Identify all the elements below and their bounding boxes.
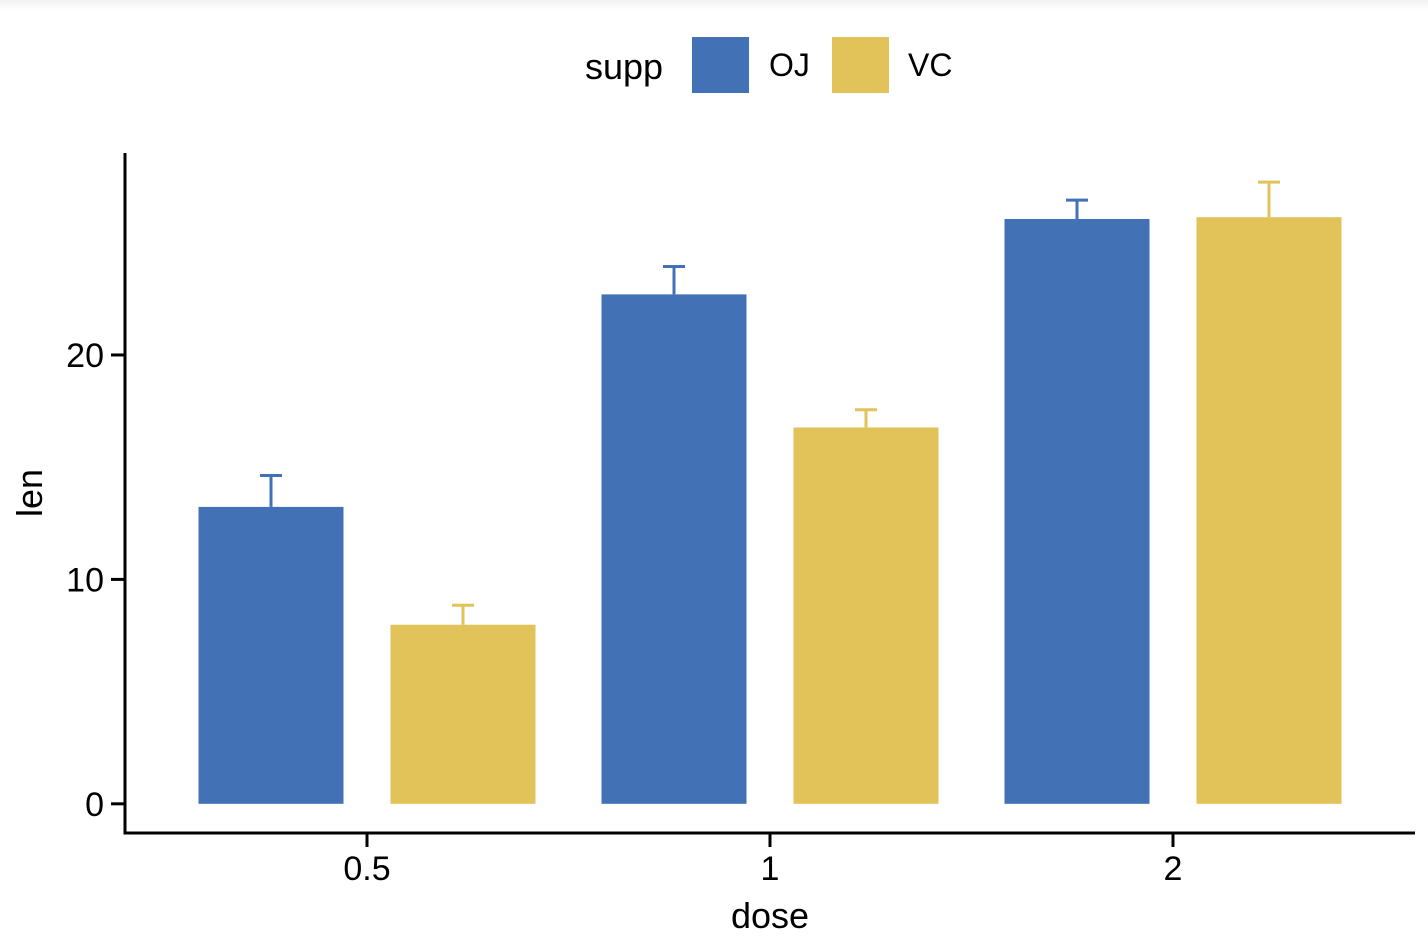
legend-swatch-vc [832, 37, 889, 93]
errorbars-layer [260, 180, 1280, 625]
legend-label-vc: VC [908, 47, 952, 83]
legend-label-oj: OJ [769, 47, 810, 83]
y-ticks: 0 10 20 [66, 337, 125, 824]
bars-layer [198, 217, 1342, 804]
bar-oj-0.5 [198, 506, 344, 804]
errorbar-vc-2 [1258, 180, 1280, 218]
errorbar-vc-0.5 [452, 603, 474, 625]
bar-vc-2 [1196, 217, 1342, 804]
bar-oj-2 [1004, 218, 1150, 804]
errorbar-vc-1 [855, 408, 877, 428]
bar-vc-0.5 [390, 624, 536, 804]
y-tick-label-20: 20 [66, 337, 104, 375]
legend-title: supp [585, 46, 663, 87]
y-tick-label-0: 0 [85, 786, 104, 824]
y-axis-title: len [9, 469, 50, 517]
x-ticks: 0.5 1 2 [343, 833, 1182, 888]
bar-oj-1 [601, 294, 747, 804]
errorbar-oj-0.5 [260, 473, 282, 507]
x-tick-label-0.5: 0.5 [343, 850, 390, 888]
x-tick-label-2: 2 [1164, 850, 1183, 888]
y-tick-label-10: 10 [66, 561, 104, 599]
top-shade [0, 0, 1428, 10]
x-axis-title: dose [731, 895, 809, 936]
errorbar-oj-2 [1066, 198, 1088, 219]
x-tick-label-1: 1 [761, 850, 780, 888]
legend-swatch-oj [692, 37, 749, 93]
errorbar-oj-1 [663, 265, 685, 295]
bar-vc-1 [793, 427, 939, 804]
legend: supp OJ VC [585, 37, 952, 93]
